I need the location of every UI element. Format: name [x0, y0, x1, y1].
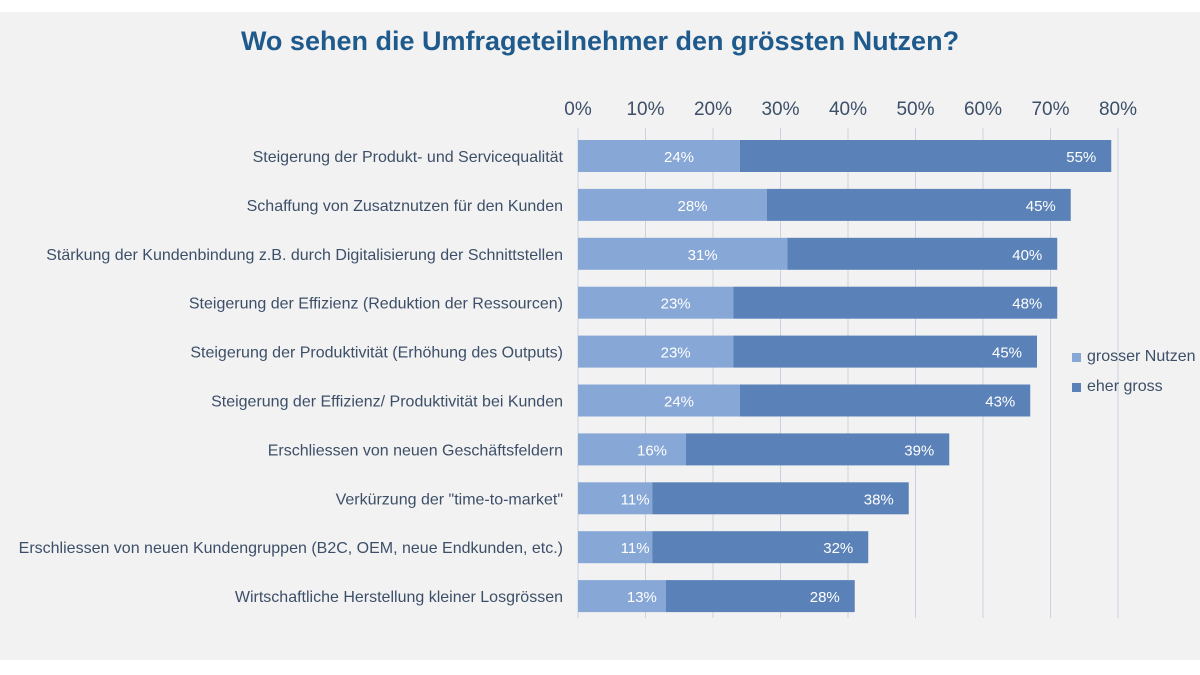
legend-item-grosser-nutzen: grosser Nutzen [1072, 346, 1196, 368]
data-label-eher-gross: 38% [864, 491, 894, 508]
x-tick-label: 50% [896, 99, 934, 120]
data-label-eher-gross: 48% [1012, 296, 1042, 313]
x-tick-label: 60% [964, 99, 1002, 120]
legend-swatch-grosser-nutzen [1072, 352, 1081, 362]
bar-eher-gross [787, 237, 1058, 270]
data-label-grosser-nutzen: 16% [637, 442, 667, 459]
category-label: Steigerung der Produktivität (Erhöhung d… [190, 345, 563, 362]
bar-grosser-nutzen [578, 188, 767, 221]
category-label: Schaffung von Zusatznutzen für den Kunde… [247, 198, 563, 215]
bar-eher-gross [652, 531, 869, 564]
bar-eher-gross [733, 335, 1037, 368]
bar-grosser-nutzen [578, 433, 686, 466]
category-label: Erschliessen von neuen Kundengruppen (B2… [19, 540, 563, 557]
data-label-grosser-nutzen: 13% [627, 589, 657, 606]
data-label-eher-gross: 40% [1012, 247, 1042, 264]
data-label-eher-gross: 45% [1026, 198, 1056, 215]
legend-item-eher-gross: eher gross [1072, 376, 1196, 398]
bar-grosser-nutzen [578, 140, 740, 172]
category-label: Steigerung der Effizienz/ Produktivität … [211, 394, 563, 411]
bar-grosser-nutzen [578, 531, 653, 564]
category-label: Verkürzung der "time-to-market" [336, 491, 563, 508]
category-label: Stärkung der Kundenbindung z.B. durch Di… [46, 247, 563, 264]
bar-grosser-nutzen [578, 482, 653, 515]
data-label-eher-gross: 43% [985, 394, 1015, 411]
legend-label-grosser-nutzen: grosser Nutzen [1087, 348, 1196, 365]
bar-grosser-nutzen [578, 580, 666, 613]
data-label-grosser-nutzen: 11% [621, 491, 650, 508]
bar-eher-gross [652, 482, 909, 515]
x-tick-label: 30% [761, 99, 799, 120]
legend: grosser Nutzen eher gross [1072, 346, 1196, 406]
category-label: Steigerung der Produkt- und Servicequali… [253, 149, 564, 166]
bar-grosser-nutzen [578, 286, 734, 319]
x-tick-label: 80% [1099, 99, 1137, 120]
data-label-grosser-nutzen: 31% [688, 247, 718, 264]
data-label-eher-gross: 28% [810, 589, 840, 606]
data-label-grosser-nutzen: 24% [664, 394, 694, 411]
bar-eher-gross [686, 433, 950, 466]
data-label-grosser-nutzen: 23% [661, 296, 691, 313]
bar-grosser-nutzen [578, 384, 740, 417]
x-tick-label: 0% [564, 99, 592, 120]
x-tick-label: 40% [829, 99, 867, 120]
category-label: Erschliessen von neuen Geschäftsfeldern [268, 442, 563, 459]
bar-eher-gross [665, 580, 855, 613]
x-tick-label: 10% [626, 99, 664, 120]
bar-eher-gross [767, 188, 1071, 221]
bar-eher-gross [740, 140, 1112, 172]
chart-title: Wo sehen die Umfrageteilnehmer den gröss… [240, 26, 960, 56]
bar-eher-gross [740, 384, 1031, 417]
bar-grosser-nutzen [578, 237, 788, 270]
x-tick-label: 20% [694, 99, 732, 120]
data-label-eher-gross: 39% [904, 442, 934, 459]
bar-eher-gross [733, 286, 1058, 319]
data-label-grosser-nutzen: 23% [661, 345, 691, 362]
data-label-grosser-nutzen: 11% [621, 540, 650, 557]
legend-swatch-eher-gross [1072, 382, 1081, 392]
bar-grosser-nutzen [578, 335, 734, 368]
data-label-grosser-nutzen: 28% [677, 198, 707, 215]
category-label: Steigerung der Effizienz (Reduktion der … [189, 296, 563, 313]
data-label-grosser-nutzen: 24% [664, 149, 694, 166]
legend-label-eher-gross: eher gross [1087, 378, 1163, 395]
data-label-eher-gross: 32% [823, 540, 853, 557]
x-tick-label: 70% [1031, 99, 1069, 120]
data-label-eher-gross: 55% [1066, 149, 1096, 166]
category-label: Wirtschaftliche Herstellung kleiner Losg… [235, 589, 563, 606]
data-label-eher-gross: 45% [992, 345, 1022, 362]
